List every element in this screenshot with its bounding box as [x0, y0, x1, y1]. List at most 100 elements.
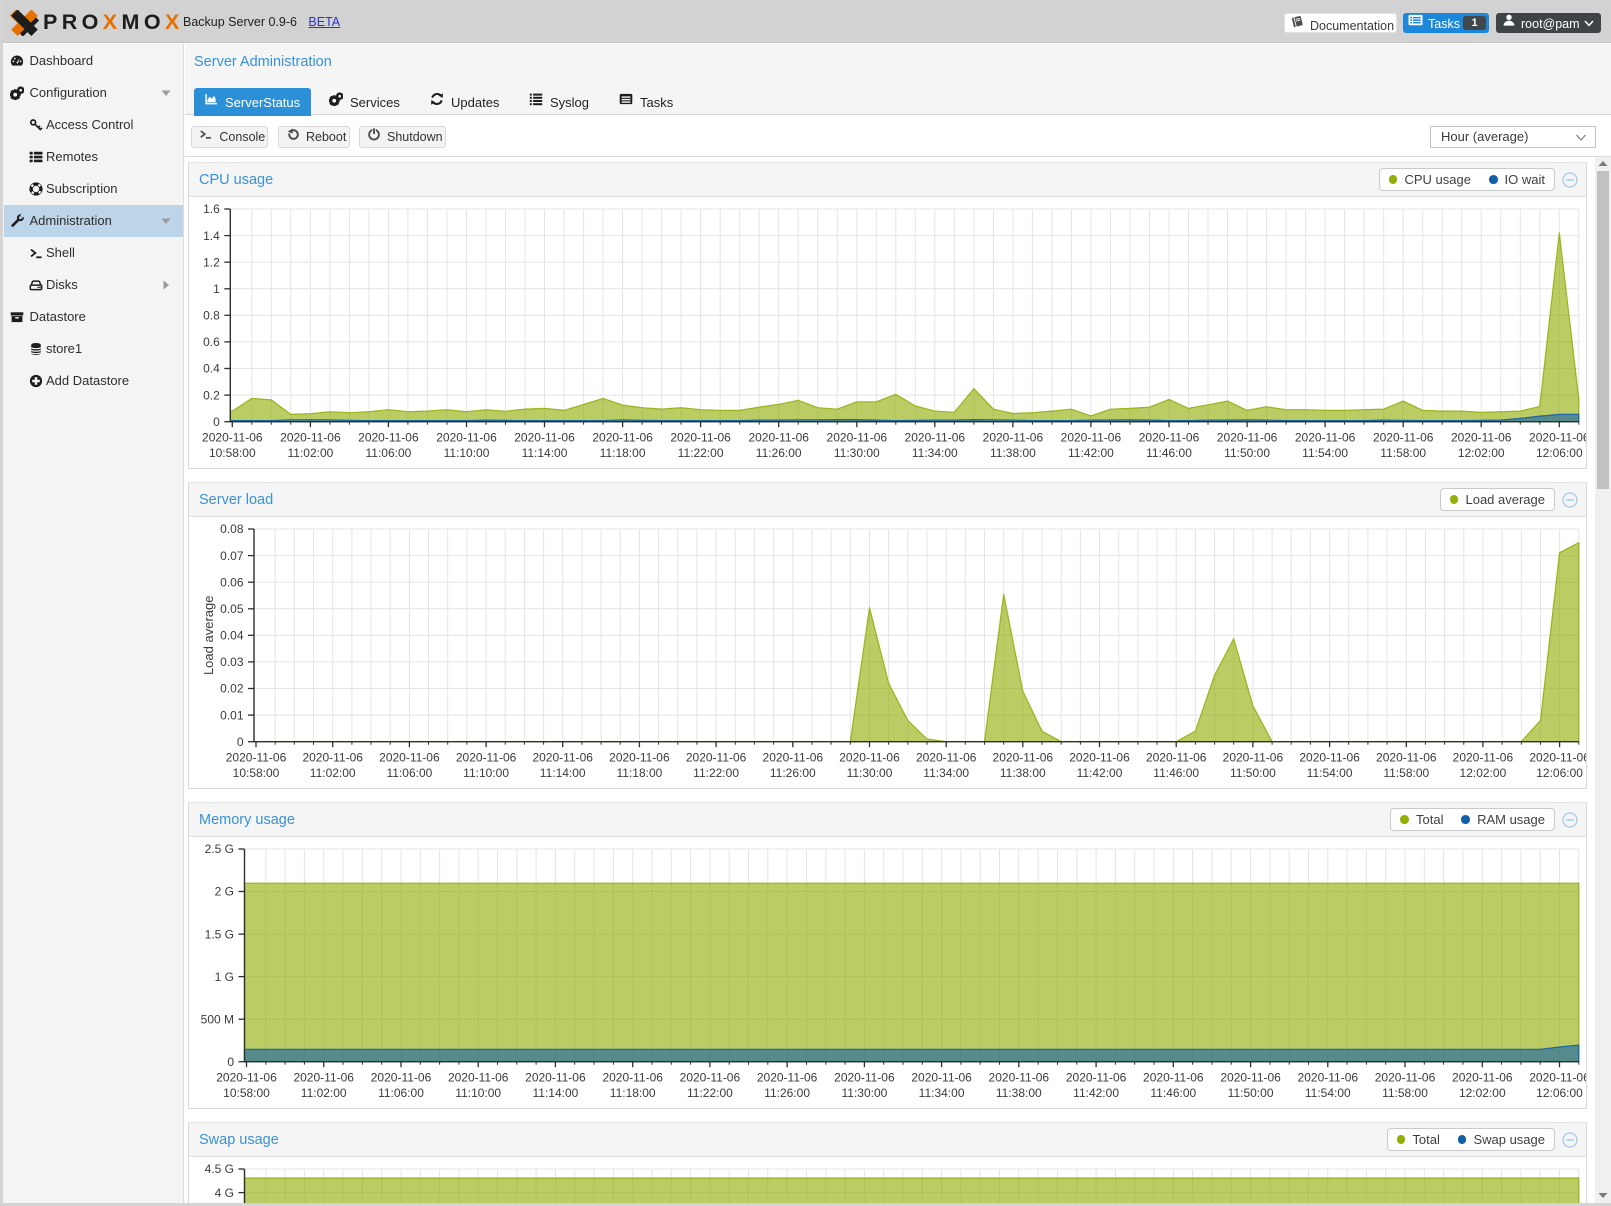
svg-text:12:02:00: 12:02:00 [1459, 1086, 1506, 1100]
svg-text:0.2: 0.2 [203, 388, 220, 402]
svg-text:2020-11-06: 2020-11-06 [686, 751, 747, 765]
svg-text:2020-11-06: 2020-11-06 [293, 1071, 354, 1085]
svg-text:2020-11-06: 2020-11-06 [514, 431, 575, 445]
svg-text:11:34:00: 11:34:00 [912, 446, 958, 460]
svg-text:2020-11-06: 2020-11-06 [1529, 1071, 1586, 1085]
svg-text:11:22:00: 11:22:00 [687, 1086, 733, 1100]
svg-text:2020-11-06: 2020-11-06 [670, 431, 731, 445]
svg-text:11:34:00: 11:34:00 [919, 1086, 965, 1100]
svg-text:2020-11-06: 2020-11-06 [358, 431, 419, 445]
svg-text:11:42:00: 11:42:00 [1077, 766, 1123, 780]
svg-text:11:14:00: 11:14:00 [522, 446, 568, 460]
svg-text:11:14:00: 11:14:00 [532, 1086, 578, 1100]
svg-text:2020-11-06: 2020-11-06 [763, 751, 824, 765]
svg-text:2020-11-06: 2020-11-06 [905, 431, 966, 445]
svg-text:4 G: 4 G [215, 1186, 234, 1200]
svg-text:2020-11-06: 2020-11-06 [456, 751, 517, 765]
svg-text:0.4: 0.4 [203, 362, 220, 376]
svg-text:11:18:00: 11:18:00 [600, 446, 646, 460]
svg-text:2020-11-06: 2020-11-06 [1069, 751, 1130, 765]
svg-text:2020-11-06: 2020-11-06 [834, 1071, 895, 1085]
svg-text:2020-11-06: 2020-11-06 [1529, 431, 1586, 445]
svg-text:2020-11-06: 2020-11-06 [609, 751, 670, 765]
svg-text:0.03: 0.03 [220, 655, 244, 669]
svg-text:0: 0 [227, 1055, 234, 1069]
svg-text:0.8: 0.8 [203, 309, 220, 323]
svg-text:11:42:00: 11:42:00 [1073, 1086, 1119, 1100]
svg-text:0.02: 0.02 [220, 682, 244, 696]
svg-text:11:30:00: 11:30:00 [841, 1086, 887, 1100]
svg-text:2020-11-06: 2020-11-06 [226, 751, 287, 765]
svg-text:2020-11-06: 2020-11-06 [839, 751, 900, 765]
svg-text:Load average: Load average [201, 596, 216, 676]
svg-text:2020-11-06: 2020-11-06 [983, 431, 1044, 445]
svg-text:2020-11-06: 2020-11-06 [993, 751, 1054, 765]
svg-text:0.04: 0.04 [220, 629, 244, 643]
svg-text:2020-11-06: 2020-11-06 [532, 751, 593, 765]
svg-text:11:10:00: 11:10:00 [463, 766, 509, 780]
svg-text:0: 0 [237, 735, 244, 749]
svg-text:0.05: 0.05 [220, 602, 244, 616]
svg-text:1: 1 [213, 282, 220, 296]
svg-text:11:06:00: 11:06:00 [378, 1086, 424, 1100]
svg-text:2020-11-06: 2020-11-06 [216, 1071, 277, 1085]
svg-text:11:38:00: 11:38:00 [996, 1086, 1042, 1100]
svg-text:11:30:00: 11:30:00 [834, 446, 880, 460]
svg-text:2020-11-06: 2020-11-06 [827, 431, 888, 445]
svg-text:2.5 G: 2.5 G [205, 842, 234, 856]
svg-text:2020-11-06: 2020-11-06 [1146, 751, 1207, 765]
svg-text:2020-11-06: 2020-11-06 [1299, 751, 1360, 765]
svg-text:2020-11-06: 2020-11-06 [748, 431, 809, 445]
svg-text:11:18:00: 11:18:00 [616, 766, 662, 780]
svg-text:11:46:00: 11:46:00 [1150, 1086, 1196, 1100]
svg-text:2020-11-06: 2020-11-06 [371, 1071, 432, 1085]
svg-text:11:22:00: 11:22:00 [678, 446, 724, 460]
svg-text:12:06:00: 12:06:00 [1536, 1086, 1583, 1100]
svg-text:11:30:00: 11:30:00 [847, 766, 893, 780]
svg-text:2020-11-06: 2020-11-06 [1295, 431, 1356, 445]
svg-text:12:02:00: 12:02:00 [1458, 446, 1505, 460]
svg-text:0.01: 0.01 [220, 708, 244, 722]
svg-text:2020-11-06: 2020-11-06 [1298, 1071, 1359, 1085]
svg-text:2020-11-06: 2020-11-06 [1376, 751, 1437, 765]
svg-text:2020-11-06: 2020-11-06 [911, 1071, 972, 1085]
svg-text:1.2: 1.2 [203, 255, 220, 269]
svg-text:2020-11-06: 2020-11-06 [602, 1071, 663, 1085]
svg-text:11:06:00: 11:06:00 [386, 766, 432, 780]
svg-text:11:50:00: 11:50:00 [1230, 766, 1276, 780]
svg-text:11:26:00: 11:26:00 [756, 446, 802, 460]
svg-text:10:58:00: 10:58:00 [223, 1086, 270, 1100]
svg-text:11:14:00: 11:14:00 [540, 766, 586, 780]
svg-text:2020-11-06: 2020-11-06 [1220, 1071, 1281, 1085]
svg-text:1.4: 1.4 [203, 229, 220, 243]
svg-text:12:06:00: 12:06:00 [1536, 446, 1583, 460]
svg-text:11:10:00: 11:10:00 [444, 446, 490, 460]
svg-text:2020-11-06: 2020-11-06 [379, 751, 440, 765]
svg-text:2020-11-06: 2020-11-06 [1452, 1071, 1513, 1085]
svg-text:2020-11-06: 2020-11-06 [1061, 431, 1122, 445]
svg-text:2020-11-06: 2020-11-06 [1453, 751, 1514, 765]
svg-text:2020-11-06: 2020-11-06 [1066, 1071, 1127, 1085]
svg-text:0.08: 0.08 [220, 522, 244, 536]
svg-text:11:46:00: 11:46:00 [1153, 766, 1199, 780]
svg-text:2020-11-06: 2020-11-06 [202, 431, 263, 445]
svg-text:11:42:00: 11:42:00 [1068, 446, 1114, 460]
svg-text:2020-11-06: 2020-11-06 [1373, 431, 1434, 445]
svg-text:2020-11-06: 2020-11-06 [436, 431, 497, 445]
svg-text:11:54:00: 11:54:00 [1302, 446, 1348, 460]
svg-text:11:54:00: 11:54:00 [1305, 1086, 1351, 1100]
svg-text:2020-11-06: 2020-11-06 [302, 751, 363, 765]
svg-text:1.6: 1.6 [203, 202, 220, 216]
svg-text:11:58:00: 11:58:00 [1382, 1086, 1428, 1100]
svg-text:11:38:00: 11:38:00 [1000, 766, 1046, 780]
svg-text:11:50:00: 11:50:00 [1224, 446, 1270, 460]
svg-text:10:58:00: 10:58:00 [233, 766, 280, 780]
svg-text:11:02:00: 11:02:00 [287, 446, 333, 460]
svg-text:11:46:00: 11:46:00 [1146, 446, 1192, 460]
svg-text:2020-11-06: 2020-11-06 [916, 751, 977, 765]
svg-text:2020-11-06: 2020-11-06 [1451, 431, 1512, 445]
svg-text:11:18:00: 11:18:00 [610, 1086, 656, 1100]
svg-text:11:02:00: 11:02:00 [301, 1086, 347, 1100]
svg-text:2020-11-06: 2020-11-06 [1217, 431, 1278, 445]
svg-text:0.6: 0.6 [203, 335, 220, 349]
